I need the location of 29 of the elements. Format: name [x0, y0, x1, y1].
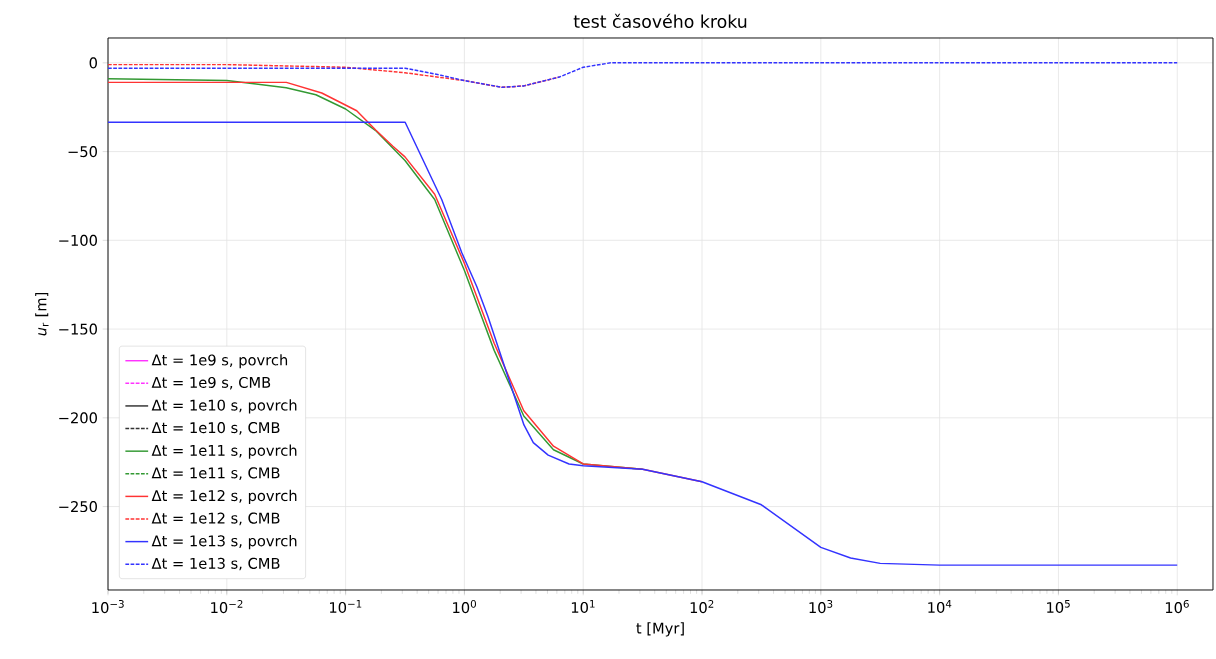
legend-label: Δt = 1e9 s, CMB	[151, 376, 271, 390]
legend-label: Δt = 1e12 s, CMB	[151, 512, 280, 526]
y-tick-label: −100	[59, 234, 97, 246]
y-axis-title: u$_{r}$ [m]	[35, 292, 49, 336]
y-tick-label: 0	[89, 57, 97, 69]
legend-label: Δt = 1e9 s, povrch	[151, 354, 288, 369]
x-tick-label: 10$^{4}$	[928, 600, 952, 614]
legend-label: Δt = 1e10 s, CMB	[151, 422, 280, 435]
legend-label: Δt = 1e11 s, CMB	[151, 467, 280, 480]
y-tick-label: −50	[68, 146, 97, 158]
x-tick-label: 10$^{2}$	[690, 600, 714, 614]
x-tick-label: 10$^{0}$	[453, 600, 476, 614]
legend-label: Δt = 1e13 s, CMB	[151, 557, 280, 571]
legend-label: Δt = 1e13 s, povrch	[151, 535, 297, 550]
legend-label: Δt = 1e12 s, povrch	[151, 489, 297, 505]
x-tick-label: 10$^{−3}$	[92, 600, 124, 614]
legend-label: Δt = 1e10 s, povrch	[151, 399, 297, 414]
x-axis-title: t [Myr]	[636, 622, 684, 637]
chart-title: test časového kroku	[573, 13, 747, 28]
y-tick-label: −250	[59, 501, 97, 513]
x-tick-label: 10$^{1}$	[571, 600, 595, 614]
y-tick-label: −200	[59, 412, 97, 424]
x-tick-label: 10$^{5}$	[1047, 600, 1070, 614]
y-tick-label: −150	[59, 323, 97, 335]
legend-label: Δt = 1e11 s, povrch	[151, 444, 297, 459]
x-tick-label: 10$^{−1}$	[329, 600, 362, 614]
x-tick-label: 10$^{3}$	[809, 600, 833, 614]
x-tick-label: 10$^{−2}$	[211, 600, 243, 614]
x-tick-label: 10$^{6}$	[1165, 600, 1189, 614]
